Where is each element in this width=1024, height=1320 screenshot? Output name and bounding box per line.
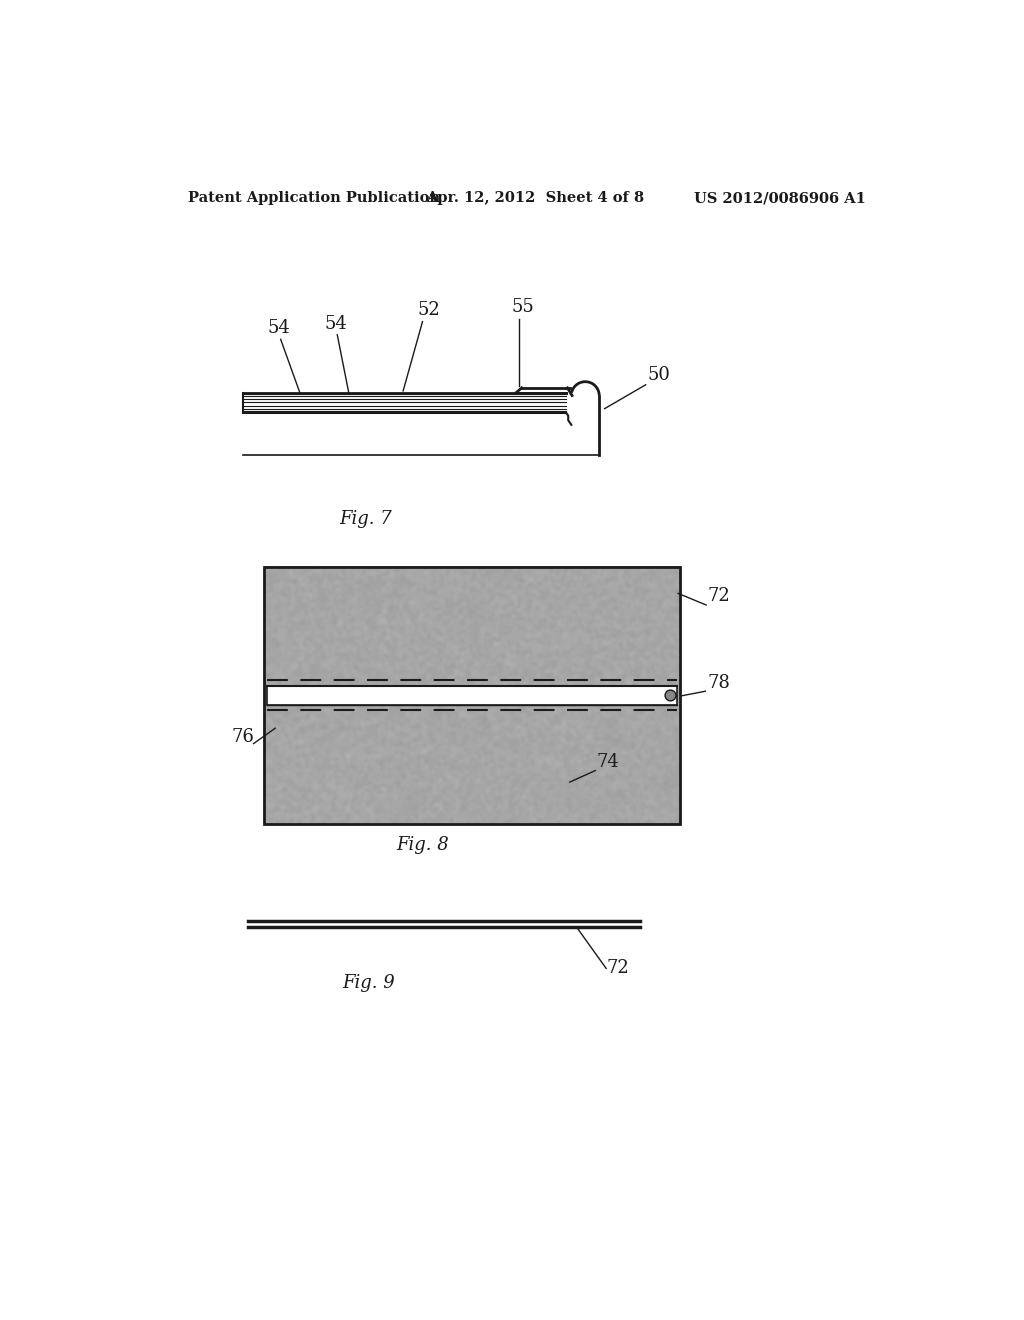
Text: Fig. 8: Fig. 8 — [396, 836, 449, 854]
Text: 78: 78 — [708, 675, 730, 692]
Text: Patent Application Publication: Patent Application Publication — [188, 191, 440, 206]
Text: Fig. 9: Fig. 9 — [342, 974, 394, 993]
Text: Fig. 7: Fig. 7 — [340, 510, 392, 528]
Bar — [263, 566, 680, 825]
Bar — [266, 686, 677, 705]
Text: 74: 74 — [597, 752, 620, 771]
Text: Apr. 12, 2012  Sheet 4 of 8: Apr. 12, 2012 Sheet 4 of 8 — [426, 191, 644, 206]
Text: 54: 54 — [325, 315, 347, 334]
Text: 54: 54 — [267, 319, 291, 337]
Circle shape — [665, 690, 676, 701]
Text: 50: 50 — [647, 366, 670, 384]
Text: 76: 76 — [231, 729, 254, 746]
Text: US 2012/0086906 A1: US 2012/0086906 A1 — [693, 191, 865, 206]
Text: 52: 52 — [418, 301, 440, 318]
Text: 55: 55 — [512, 298, 535, 317]
Text: 72: 72 — [708, 587, 730, 605]
Text: 72: 72 — [607, 960, 630, 977]
